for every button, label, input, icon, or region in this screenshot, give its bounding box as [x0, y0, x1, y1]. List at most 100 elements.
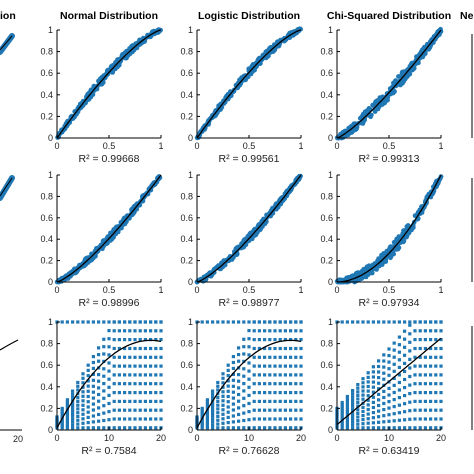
data-point	[123, 338, 127, 342]
data-point	[361, 426, 365, 430]
data-point	[252, 426, 256, 430]
data-point	[423, 373, 427, 377]
data-point	[268, 399, 272, 403]
data-point	[351, 395, 355, 399]
y-tick-label: 0	[188, 425, 193, 435]
data-point	[283, 373, 287, 377]
data-point	[231, 378, 235, 382]
data-point	[242, 382, 246, 386]
y-tick-label: 0	[188, 277, 193, 287]
data-point	[211, 414, 215, 418]
data-point	[117, 408, 121, 412]
data-point	[65, 398, 69, 402]
data-point	[340, 409, 344, 413]
data-point	[356, 419, 360, 423]
data-point	[112, 346, 116, 351]
data-point	[408, 323, 412, 327]
data-point	[97, 353, 101, 357]
data-point	[143, 320, 147, 324]
data-point	[128, 373, 132, 377]
data-point	[211, 401, 215, 405]
data-point	[366, 389, 370, 393]
data-point	[289, 346, 293, 351]
data-point	[231, 372, 235, 376]
data-point	[221, 417, 225, 421]
data-point	[299, 417, 303, 421]
data-point	[81, 390, 85, 394]
data-point	[294, 408, 298, 412]
subplot-2: 0 0.2 0.4 0.6 0.8 1 0 0.5 1 R² = 0.99561 Logistic …	[180, 10, 303, 165]
data-point	[392, 355, 396, 359]
data-point	[123, 391, 127, 395]
data-point	[138, 399, 142, 403]
data-point	[353, 271, 359, 277]
data-point	[237, 412, 241, 417]
data-point	[154, 426, 158, 430]
data-point	[216, 399, 220, 403]
data-point	[205, 416, 209, 421]
data-point	[91, 366, 95, 370]
data-point	[366, 384, 370, 389]
data-point	[143, 399, 147, 403]
data-point	[71, 414, 75, 418]
data-point	[273, 382, 277, 386]
data-point	[149, 399, 153, 403]
data-point	[408, 320, 412, 324]
y-tick-label: 0.8	[320, 191, 333, 201]
data-point	[71, 423, 75, 427]
data-point	[237, 419, 241, 423]
data-point	[382, 359, 386, 363]
data-point	[128, 399, 132, 403]
data-point	[71, 401, 75, 405]
data-point	[91, 378, 95, 382]
x-tick-label: 0.5	[103, 285, 116, 295]
data-point	[112, 320, 116, 324]
data-point	[392, 376, 396, 380]
data-point	[71, 417, 75, 421]
data-point	[247, 361, 251, 365]
data-point	[361, 381, 365, 385]
data-point	[60, 320, 64, 324]
data-point	[231, 402, 235, 406]
data-point	[371, 426, 375, 430]
data-point	[226, 379, 230, 383]
data-point	[65, 426, 69, 430]
data-point	[278, 382, 282, 386]
scatter-points	[54, 174, 163, 285]
data-point	[128, 382, 132, 386]
data-point	[263, 364, 267, 368]
left-partial-fit	[0, 339, 19, 351]
data-point	[247, 377, 251, 381]
data-point	[289, 373, 293, 377]
data-point	[257, 364, 261, 368]
data-point	[97, 412, 101, 417]
data-point	[112, 329, 116, 333]
data-point	[86, 405, 90, 409]
data-point	[391, 251, 396, 257]
data-point	[429, 338, 433, 342]
data-point	[247, 320, 251, 324]
data-point	[356, 386, 360, 390]
data-point	[375, 98, 380, 103]
data-point	[86, 368, 90, 372]
data-point	[434, 382, 438, 386]
data-point	[81, 403, 85, 407]
data-point	[154, 329, 158, 333]
data-point	[434, 320, 438, 324]
data-point	[257, 329, 261, 333]
data-point	[205, 409, 209, 414]
data-point	[205, 405, 209, 409]
data-point	[231, 390, 235, 394]
data-point	[242, 352, 246, 356]
data-point	[278, 399, 282, 403]
x-tick-label: 10	[384, 433, 394, 443]
data-point	[361, 397, 365, 401]
data-point	[289, 399, 293, 403]
data-point	[237, 346, 241, 350]
data-point	[237, 320, 241, 324]
subplot-5: 0 0.2 0.4 0.6 0.8 1 0 0.5 1 R² = 0.98977	[180, 170, 303, 309]
data-point	[377, 364, 381, 369]
r-squared-label: R² = 0.63419	[358, 445, 419, 457]
data-point	[242, 404, 246, 408]
data-point	[91, 414, 95, 418]
